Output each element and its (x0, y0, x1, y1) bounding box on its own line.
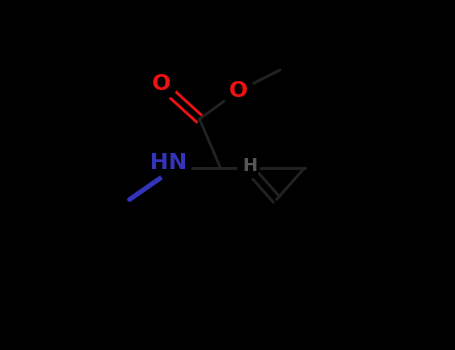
Circle shape (159, 152, 191, 184)
Circle shape (145, 68, 177, 100)
Circle shape (222, 75, 254, 107)
Circle shape (238, 158, 259, 178)
Text: H: H (243, 156, 258, 175)
Text: O: O (152, 74, 171, 94)
Text: O: O (228, 81, 248, 101)
Text: HN: HN (150, 153, 187, 173)
